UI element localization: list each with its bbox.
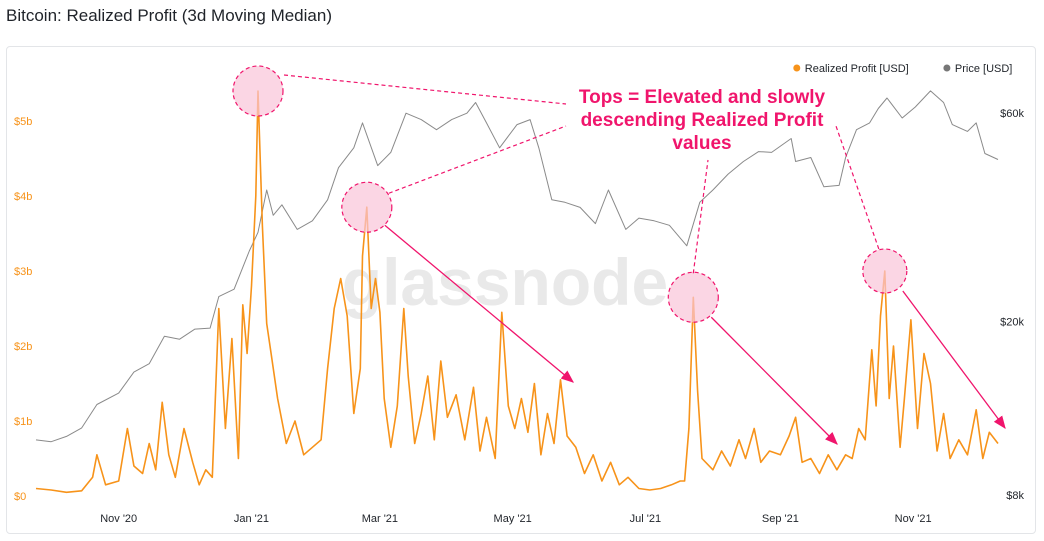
peak-highlight-circle xyxy=(232,65,284,117)
axis-layer: $0 $1b $2b $3b $4b $5b $8k $20k $60k Nov '20 Jan '… xyxy=(14,108,1024,525)
x-tick-label: Mar '21 xyxy=(362,513,398,525)
annotation-text-line: Tops = Elevated and slowly xyxy=(579,87,826,108)
y-left-tick-label: $2b xyxy=(14,341,32,353)
realized-profit-series-layer xyxy=(35,90,999,494)
realized-profit-series-line xyxy=(35,90,999,494)
y-left-tick-label: $3b xyxy=(14,266,32,278)
y-left-tick-label: $1b xyxy=(14,416,32,428)
legend: Price [USD] Realized Profit [USD] xyxy=(793,63,1012,75)
price-series-layer xyxy=(35,90,999,443)
y-left-tick-label: $0 xyxy=(14,491,26,503)
annotation-connector-line xyxy=(388,125,567,194)
descending-trend-arrow xyxy=(710,316,838,445)
annotation-text-line: values xyxy=(672,133,731,154)
x-tick-label: Nov '20 xyxy=(100,513,137,525)
y-left-tick-label: $5b xyxy=(14,116,32,128)
y-right-tick-label: $60k xyxy=(1000,108,1024,120)
annotation-connector-line xyxy=(692,159,709,274)
peak-highlight-circle xyxy=(667,271,719,323)
x-tick-label: Sep '21 xyxy=(762,513,799,525)
x-tick-label: Nov '21 xyxy=(895,513,932,525)
legend-label: Realized Profit [USD] xyxy=(805,63,909,75)
peak-highlight-circle xyxy=(341,181,393,233)
x-tick-label: Jan '21 xyxy=(234,513,269,525)
y-right-tick-label: $20k xyxy=(1000,316,1024,328)
y-right-tick-label: $8k xyxy=(1006,490,1024,502)
annotation-connector-line xyxy=(283,74,567,105)
annotation-connector-line xyxy=(835,125,880,250)
y-left-tick-label: $4b xyxy=(14,191,32,203)
peak-highlight-circle xyxy=(862,248,908,294)
descending-trend-arrow xyxy=(902,290,1006,430)
legend-label: Price [USD] xyxy=(955,63,1012,75)
watermark-layer: glassnode xyxy=(342,245,668,319)
chart-container xyxy=(6,46,1036,534)
x-tick-label: Jul '21 xyxy=(630,513,661,525)
legend-swatch xyxy=(793,64,801,72)
x-tick-label: May '21 xyxy=(494,513,532,525)
descending-trend-arrow xyxy=(384,224,574,383)
page-title: Bitcoin: Realized Profit (3d Moving Medi… xyxy=(6,6,332,25)
price-series-line xyxy=(35,90,999,443)
legend-swatch xyxy=(943,64,951,72)
annotation-text-line: descending Realized Profit xyxy=(581,110,824,131)
watermark: glassnode xyxy=(342,245,668,319)
